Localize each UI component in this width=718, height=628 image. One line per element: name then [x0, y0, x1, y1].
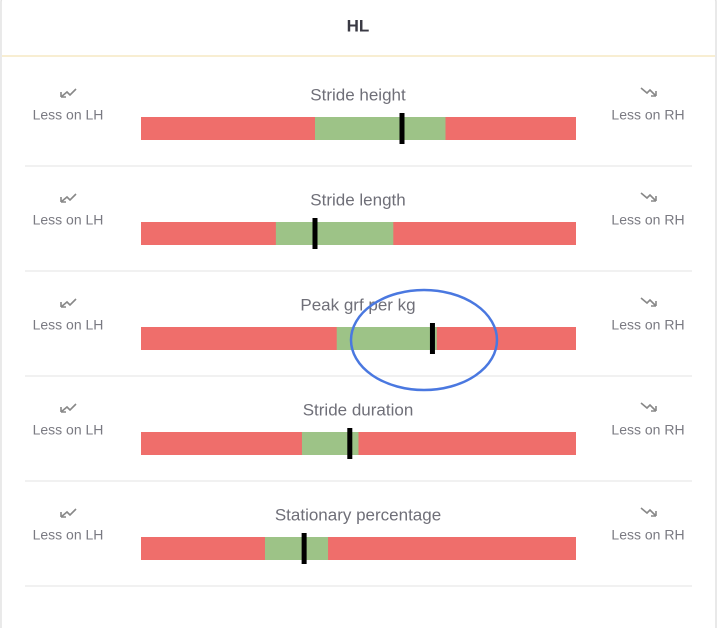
metric-row: Less on LH Less on RH Stationary percentag…	[25, 505, 692, 587]
right-label: Less on RH	[611, 317, 684, 333]
left-label: Less on LH	[33, 317, 104, 333]
right-icon	[640, 297, 657, 307]
right-label: Less on RH	[611, 212, 684, 228]
left-icon	[60, 298, 77, 308]
metric-row: Less on LH Less on RH Stride duration	[25, 400, 692, 482]
header-title: HL	[347, 16, 370, 35]
metric-row: Less on LH Less on RH Stride length	[25, 190, 692, 272]
metric-title: Stride duration	[303, 400, 414, 419]
right-label: Less on RH	[611, 422, 684, 438]
left-label: Less on LH	[33, 527, 104, 543]
left-label: Less on LH	[33, 422, 104, 438]
left-icon	[60, 508, 77, 518]
normal-range	[301, 432, 359, 455]
right-icon	[640, 192, 657, 202]
bar-track	[141, 537, 576, 560]
left-label: Less on LH	[33, 212, 104, 228]
metric-title: Stride height	[310, 85, 406, 104]
normal-range	[315, 117, 446, 140]
left-label: Less on LH	[33, 107, 104, 123]
marker	[301, 533, 307, 564]
left-icon	[60, 403, 77, 413]
normal-range	[336, 327, 437, 350]
metric-row: Less on LH Less on RH Stride height	[25, 85, 692, 167]
marker	[429, 323, 435, 354]
metric-title: Peak grf per kg	[300, 295, 415, 314]
left-icon	[60, 193, 77, 203]
normal-range	[275, 222, 394, 245]
metric-row: Less on LH Less on RH Peak grf per kg	[25, 295, 692, 377]
left-icon	[60, 88, 77, 98]
metric-title: Stationary percentage	[275, 505, 441, 524]
marker	[347, 428, 353, 459]
marker	[312, 218, 318, 249]
right-label: Less on RH	[611, 107, 684, 123]
annotation-circle	[349, 288, 499, 392]
right-icon	[640, 507, 657, 517]
marker	[399, 113, 405, 144]
right-icon	[640, 87, 657, 97]
right-icon	[640, 402, 657, 412]
normal-range	[264, 537, 329, 560]
metric-title: Stride length	[310, 190, 405, 209]
right-label: Less on RH	[611, 527, 684, 543]
